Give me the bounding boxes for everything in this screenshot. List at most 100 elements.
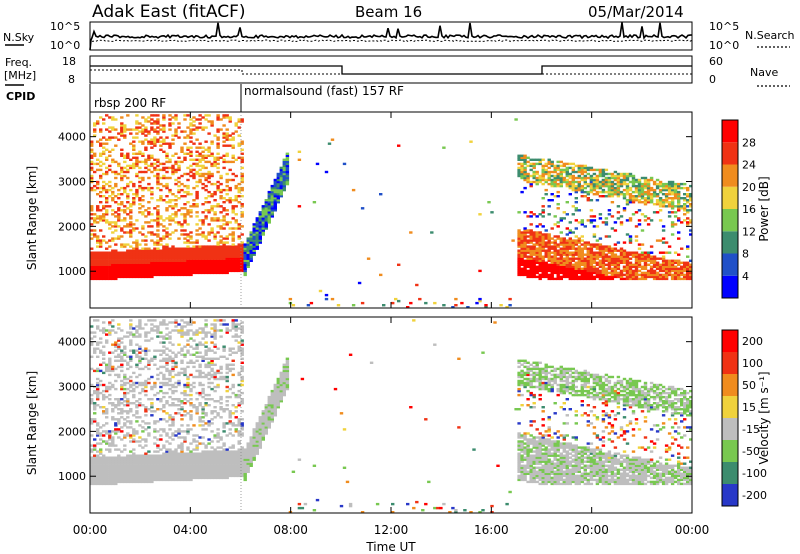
heatmap-cell (120, 273, 124, 277)
heatmap-cell (589, 263, 594, 266)
heatmap-cell (96, 253, 100, 256)
heatmap-cell (177, 267, 181, 270)
heatmap-cell (114, 448, 118, 451)
heatmap-cell (216, 114, 220, 117)
heatmap-cell (610, 193, 615, 196)
heatmap-cell (105, 480, 109, 484)
heatmap-cell (577, 176, 581, 180)
heatmap-cell (135, 249, 139, 252)
heatmap-cell (580, 170, 584, 174)
heatmap-cell (538, 174, 542, 178)
heatmap-cell (144, 474, 148, 478)
heatmap-cell (634, 197, 639, 200)
heatmap-cell (595, 184, 600, 188)
heatmap-cell (177, 444, 181, 447)
heatmap-cell (99, 438, 103, 441)
heatmap-cell (607, 188, 612, 192)
heatmap-cell (93, 472, 97, 475)
heatmap-cell (520, 245, 524, 248)
heatmap-cell (598, 253, 603, 256)
heatmap-cell (601, 249, 606, 252)
heatmap-cell (517, 263, 521, 266)
heatmap-cell (210, 174, 214, 178)
heatmap-cell (93, 402, 97, 405)
heatmap-cell (631, 174, 636, 178)
heatmap-cell (129, 420, 133, 423)
heatmap-cell (622, 195, 627, 198)
heatmap-cell (562, 168, 566, 172)
heatmap-cell (637, 195, 642, 198)
heatmap-cell (201, 128, 205, 131)
heatmap-cell (207, 174, 211, 178)
heatmap-cell (90, 448, 94, 451)
heatmap-cell (523, 261, 527, 264)
heatmap-cell (686, 245, 690, 248)
heatmap-cell (90, 422, 94, 425)
heatmap-cell (156, 247, 160, 250)
heatmap-cell (168, 122, 172, 125)
heatmap-cell (111, 190, 115, 194)
heatmap-cell (129, 339, 133, 342)
colorbar-tick-label: 24 (742, 159, 756, 172)
heatmap-cell (616, 190, 621, 194)
heatmap-cell (168, 472, 172, 475)
heatmap-cell (204, 118, 208, 121)
heatmap-cell (99, 406, 103, 409)
heatmap-cell (108, 472, 112, 475)
heatmap-cell (156, 265, 160, 268)
heatmap-cell (111, 225, 115, 228)
heatmap-cell (213, 193, 217, 196)
heatmap-cell (174, 170, 178, 174)
heatmap-cell (126, 404, 130, 407)
heatmap-cell (276, 195, 280, 198)
heatmap-cell (231, 257, 235, 260)
heatmap-cell (589, 182, 594, 186)
heatmap-cell (105, 263, 109, 266)
heatmap-cell (96, 404, 100, 407)
heatmap-cell (123, 261, 127, 264)
heatmap-cell (156, 269, 160, 273)
heatmap-cell (279, 182, 283, 186)
heatmap-cell (249, 237, 253, 240)
heatmap-cell (102, 478, 106, 482)
heatmap-cell (553, 239, 557, 242)
heatmap-cell (153, 474, 157, 478)
heatmap-cell (646, 259, 651, 262)
heatmap-cell (162, 472, 166, 475)
heatmap-cell (526, 156, 530, 159)
heatmap-cell (586, 184, 590, 188)
heatmap-cell (610, 174, 615, 178)
heatmap-cell (153, 120, 157, 123)
heatmap-cell (219, 257, 223, 260)
heatmap-cell (168, 428, 172, 431)
heatmap-cell (156, 456, 160, 459)
heatmap-cell (571, 245, 575, 248)
heatmap-cell (583, 253, 587, 256)
heatmap-cell (538, 249, 542, 252)
heatmap-cell (90, 186, 94, 190)
heatmap-cell (686, 271, 690, 275)
heatmap-cell (135, 245, 139, 248)
heatmap-cell (105, 257, 109, 260)
heatmap-cell (628, 193, 633, 196)
heatmap-cell (156, 398, 160, 401)
heatmap-cell (598, 172, 603, 176)
heatmap-cell (634, 199, 639, 202)
heatmap-cell (562, 247, 566, 250)
heatmap-cell (177, 273, 181, 277)
heatmap-cell (156, 325, 160, 328)
heatmap-cell (117, 428, 121, 431)
heatmap-cell (580, 257, 584, 260)
heatmap-cell (156, 215, 160, 218)
heatmap-cell (670, 197, 675, 200)
heatmap-cell (183, 464, 187, 467)
heatmap-cell (619, 269, 624, 273)
heatmap-cell (637, 247, 642, 250)
heatmap-cell (538, 247, 542, 250)
heatmap-cell (129, 225, 133, 228)
heatmap-cell (138, 480, 142, 484)
heatmap-cell (195, 205, 199, 208)
heatmap-cell (162, 259, 166, 262)
heatmap-cell (126, 184, 130, 188)
